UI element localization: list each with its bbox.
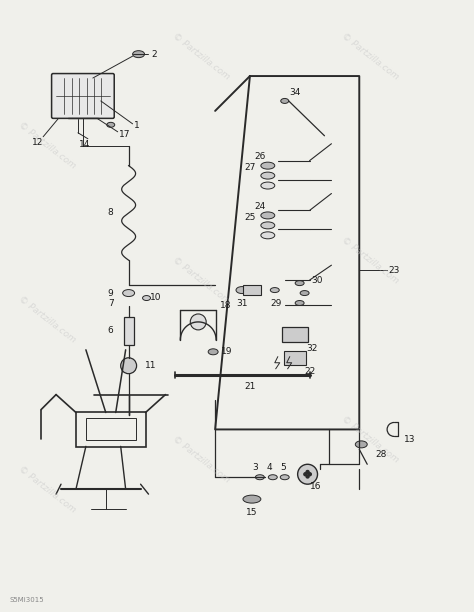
- Circle shape: [308, 472, 311, 476]
- Text: 17: 17: [119, 130, 130, 140]
- Bar: [76, 412, 146, 447]
- Circle shape: [306, 471, 309, 474]
- Text: 23: 23: [388, 266, 400, 275]
- Ellipse shape: [261, 182, 275, 189]
- Ellipse shape: [143, 296, 151, 300]
- Circle shape: [304, 472, 307, 476]
- Text: © Partzilla.com: © Partzilla.com: [170, 435, 231, 484]
- Text: 8: 8: [108, 209, 114, 217]
- Ellipse shape: [300, 291, 309, 296]
- Text: 34: 34: [289, 89, 301, 97]
- Text: © Partzilla.com: © Partzilla.com: [16, 295, 77, 345]
- Text: 18: 18: [220, 300, 232, 310]
- Bar: [282, 327, 308, 342]
- Ellipse shape: [133, 51, 145, 58]
- Text: 16: 16: [310, 482, 321, 491]
- Text: 9: 9: [108, 289, 114, 297]
- Text: 7: 7: [108, 299, 114, 307]
- Ellipse shape: [261, 162, 275, 169]
- Ellipse shape: [270, 288, 279, 293]
- Circle shape: [121, 358, 137, 374]
- Ellipse shape: [261, 232, 275, 239]
- Bar: [243, 285, 261, 295]
- Ellipse shape: [261, 212, 275, 219]
- Ellipse shape: [261, 222, 275, 229]
- Ellipse shape: [243, 495, 261, 503]
- Text: 31: 31: [236, 299, 248, 307]
- Text: © Partzilla.com: © Partzilla.com: [170, 31, 231, 81]
- Text: 21: 21: [244, 382, 255, 391]
- Text: 29: 29: [270, 299, 282, 307]
- Text: 26: 26: [254, 152, 265, 161]
- Text: 25: 25: [244, 213, 255, 222]
- Text: 6: 6: [108, 326, 114, 335]
- Ellipse shape: [268, 475, 277, 480]
- Text: 5: 5: [280, 463, 286, 472]
- Text: 32: 32: [306, 345, 317, 353]
- Text: 11: 11: [145, 361, 156, 370]
- Ellipse shape: [295, 281, 304, 286]
- Text: S5Mi3015: S5Mi3015: [9, 597, 44, 603]
- Text: 14: 14: [79, 140, 91, 149]
- Text: 3: 3: [252, 463, 258, 472]
- Ellipse shape: [280, 475, 289, 480]
- Ellipse shape: [281, 99, 289, 103]
- Ellipse shape: [261, 172, 275, 179]
- Ellipse shape: [295, 300, 304, 305]
- Text: 19: 19: [221, 347, 233, 356]
- Circle shape: [298, 465, 318, 484]
- Text: 22: 22: [304, 367, 315, 376]
- Text: © Partzilla.com: © Partzilla.com: [339, 414, 400, 465]
- Text: 1: 1: [134, 121, 139, 130]
- Ellipse shape: [236, 286, 248, 294]
- Bar: [86, 419, 136, 441]
- Circle shape: [306, 475, 309, 478]
- Bar: [124, 317, 134, 345]
- Text: © Partzilla.com: © Partzilla.com: [339, 235, 400, 285]
- Text: © Partzilla.com: © Partzilla.com: [170, 255, 231, 305]
- Text: 12: 12: [31, 138, 43, 147]
- Text: 15: 15: [246, 507, 258, 517]
- Text: 30: 30: [312, 275, 323, 285]
- Text: 10: 10: [150, 293, 161, 302]
- Circle shape: [190, 314, 206, 330]
- Ellipse shape: [255, 475, 264, 480]
- Ellipse shape: [123, 289, 135, 297]
- Ellipse shape: [208, 349, 218, 355]
- Text: 28: 28: [375, 450, 387, 459]
- Bar: [284, 351, 306, 365]
- FancyBboxPatch shape: [52, 73, 114, 118]
- Ellipse shape: [356, 441, 367, 448]
- Text: © Partzilla.com: © Partzilla.com: [16, 464, 77, 514]
- Text: 13: 13: [404, 435, 416, 444]
- Text: 2: 2: [152, 50, 157, 59]
- Ellipse shape: [107, 122, 115, 127]
- Text: © Partzilla.com: © Partzilla.com: [339, 31, 400, 81]
- Text: 24: 24: [254, 202, 265, 211]
- Text: 4: 4: [267, 463, 273, 472]
- Text: 27: 27: [244, 163, 255, 172]
- Text: © Partzilla.com: © Partzilla.com: [16, 121, 77, 171]
